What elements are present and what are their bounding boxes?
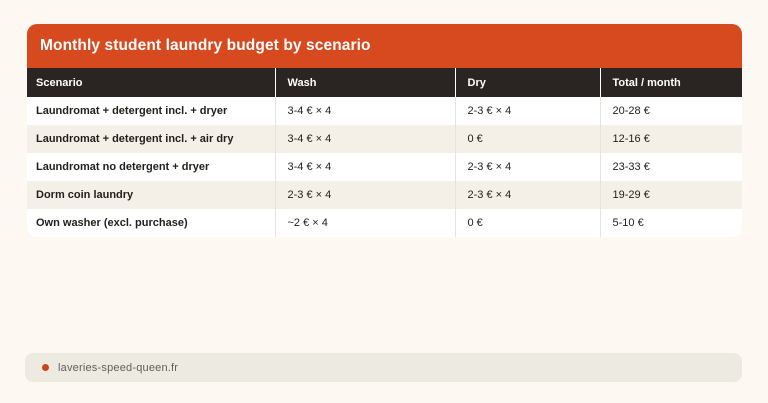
- cell-scenario: Laundromat + detergent incl. + air dry: [36, 133, 234, 145]
- card-title-bar: Monthly student laundry budget by scenar…: [27, 24, 742, 68]
- cell-total: 5-10 €: [599, 209, 742, 237]
- source-dot-icon: [42, 364, 49, 371]
- cell-scenario: Laundromat no detergent + dryer: [36, 161, 210, 173]
- budget-table-card: Monthly student laundry budget by scenar…: [27, 24, 742, 237]
- cell-scenario: Dorm coin laundry: [36, 189, 134, 201]
- table-row: Laundromat no detergent + dryer 3-4 € × 4…: [27, 153, 742, 181]
- source-text: laveries-speed-queen.fr: [58, 361, 179, 374]
- cell-wash: 2-3 € × 4: [274, 181, 455, 209]
- table-row: Laundromat + detergent incl. + air dry 3-…: [27, 125, 742, 153]
- cell-dry: 0 €: [454, 125, 600, 153]
- cell-dry: 2-3 € × 4: [454, 181, 600, 209]
- table-row: Dorm coin laundry 2-3 € × 4 2-3 € × 4 19-29…: [27, 181, 742, 209]
- cell-wash: 3-4 € × 4: [274, 153, 455, 181]
- cell-total: 23-33 €: [599, 153, 742, 181]
- cell-dry: 2-3 € × 4: [454, 97, 600, 125]
- column-header-scenario: Scenario: [27, 68, 275, 97]
- table-body: Laundromat + detergent incl. + dryer 3-4 …: [27, 97, 742, 237]
- cell-dry: 0 €: [454, 209, 600, 237]
- page-title: Monthly student laundry budget by scenar…: [40, 37, 371, 54]
- cell-scenario: Own washer (excl. purchase): [36, 217, 188, 229]
- table-row: Laundromat + detergent incl. + dryer 3-4 …: [27, 97, 742, 125]
- cell-total: 12-16 €: [599, 125, 742, 153]
- cell-wash: 3-4 € × 4: [274, 125, 455, 153]
- cell-wash: 3-4 € × 4: [274, 97, 455, 125]
- column-header-wash: Wash: [274, 68, 455, 97]
- cell-dry: 2-3 € × 4: [454, 153, 600, 181]
- cell-total: 19-29 €: [599, 181, 742, 209]
- column-header-total: Total / month: [599, 68, 742, 97]
- cell-total: 20-28 €: [599, 97, 742, 125]
- cell-scenario: Laundromat + detergent incl. + dryer: [36, 105, 228, 117]
- table-header-row: Scenario Wash Dry Total / month: [27, 68, 742, 97]
- budget-table: Scenario Wash Dry Total / month Laundrom…: [27, 68, 742, 237]
- column-header-dry: Dry: [454, 68, 600, 97]
- cell-wash: ~2 € × 4: [274, 209, 455, 237]
- source-bar: laveries-speed-queen.fr: [25, 353, 742, 382]
